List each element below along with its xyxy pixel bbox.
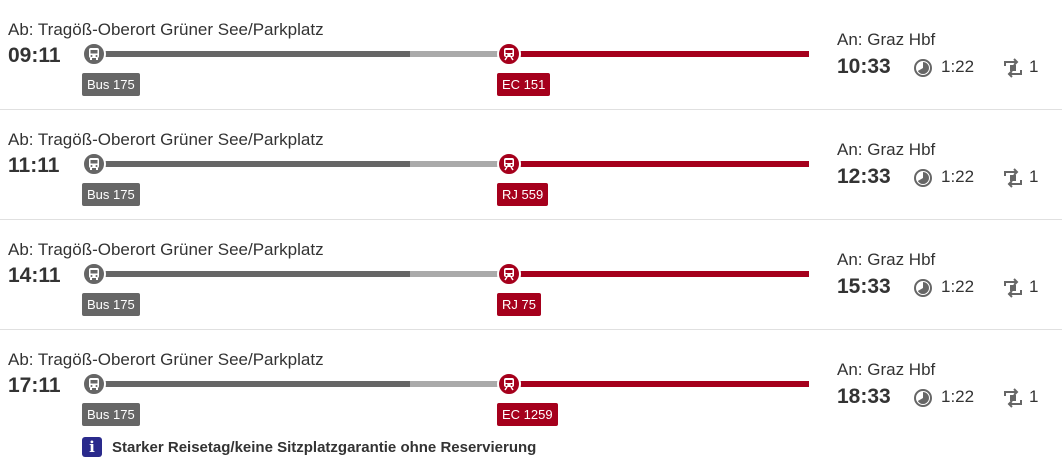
train-segment [510, 51, 809, 57]
departure-station: Ab: Tragöß-Oberort Grüner See/Parkplatz [8, 20, 324, 39]
clock-icon [914, 59, 932, 77]
connection-row[interactable]: Ab: Tragöß-Oberort Grüner See/Parkplatz … [0, 110, 1062, 220]
transfer-icon [1004, 58, 1022, 78]
arrival-station: An: Graz Hbf [837, 360, 936, 379]
departure-time: 14:11 [8, 264, 61, 287]
arrival-time: 12:33 [837, 165, 891, 188]
train-icon [497, 152, 521, 176]
train-segment [510, 271, 809, 277]
train-line-badge: EC 151 [497, 73, 551, 96]
transfer-icon [1004, 388, 1022, 408]
train-segment [510, 161, 809, 167]
departure-station: Ab: Tragöß-Oberort Grüner See/Parkplatz [8, 130, 324, 149]
bus-segment [93, 271, 410, 277]
bus-line-badge: Bus 175 [82, 73, 140, 96]
bus-segment [93, 161, 410, 167]
transfer-segment [410, 161, 510, 167]
clock-icon [914, 169, 932, 187]
connection-row[interactable]: Ab: Tragöß-Oberort Grüner See/Parkplatz … [0, 330, 1062, 440]
changes-count: 1 [1029, 167, 1039, 186]
changes-count: 1 [1029, 387, 1039, 406]
bus-segment [93, 381, 410, 387]
info-icon: i [82, 437, 102, 457]
bus-icon [82, 42, 106, 66]
notice-text: Starker Reisetag/keine Sitzplatzgarantie… [112, 438, 537, 456]
duration: 1:22 [941, 387, 975, 406]
duration: 1:22 [941, 167, 975, 186]
bus-segment [93, 51, 410, 57]
bus-line-badge: Bus 175 [82, 293, 140, 316]
train-icon [497, 42, 521, 66]
bus-icon [82, 372, 106, 396]
transfer-segment [410, 271, 510, 277]
train-icon [497, 262, 521, 286]
bus-line-badge: Bus 175 [82, 183, 140, 206]
bus-icon [82, 262, 106, 286]
arrival-time: 10:33 [837, 55, 891, 78]
clock-icon [914, 389, 932, 407]
arrival-station: An: Graz Hbf [837, 140, 936, 159]
transfer-segment [410, 51, 510, 57]
notice: i Starker Reisetag/keine Sitzplatzgarant… [82, 436, 536, 458]
arrival-time: 18:33 [837, 385, 891, 408]
changes-count: 1 [1029, 57, 1039, 76]
duration: 1:22 [941, 57, 975, 76]
transfer-icon [1004, 278, 1022, 298]
transfer-segment [410, 381, 510, 387]
connection-row[interactable]: Ab: Tragöß-Oberort Grüner See/Parkplatz … [0, 220, 1062, 330]
bus-line-badge: Bus 175 [82, 403, 140, 426]
arrival-station: An: Graz Hbf [837, 30, 936, 49]
changes-count: 1 [1029, 277, 1039, 296]
transfer-icon [1004, 168, 1022, 188]
duration: 1:22 [941, 277, 975, 296]
departure-time: 11:11 [8, 154, 60, 177]
connection-row[interactable]: Ab: Tragöß-Oberort Grüner See/Parkplatz … [0, 0, 1062, 110]
arrival-time: 15:33 [837, 275, 891, 298]
train-line-badge: EC 1259 [497, 403, 558, 426]
clock-icon [914, 279, 932, 297]
departure-time: 17:11 [8, 374, 61, 397]
train-line-badge: RJ 75 [497, 293, 541, 316]
train-icon [497, 372, 521, 396]
train-segment [510, 381, 809, 387]
departure-station: Ab: Tragöß-Oberort Grüner See/Parkplatz [8, 240, 324, 259]
departure-station: Ab: Tragöß-Oberort Grüner See/Parkplatz [8, 350, 324, 369]
train-line-badge: RJ 559 [497, 183, 549, 206]
departure-time: 09:11 [8, 44, 61, 67]
arrival-station: An: Graz Hbf [837, 250, 936, 269]
bus-icon [82, 152, 106, 176]
